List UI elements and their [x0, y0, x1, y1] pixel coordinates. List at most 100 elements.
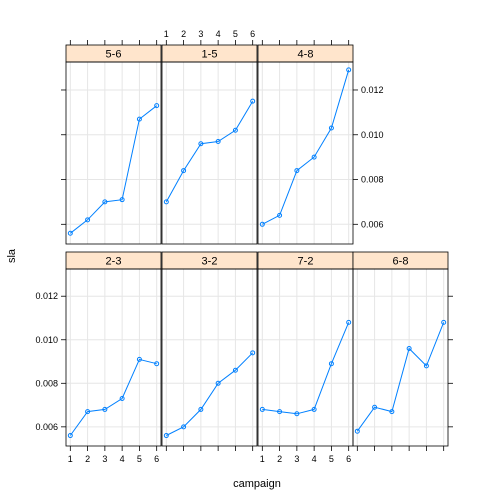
panel-5-6: 5-6	[61, 40, 162, 245]
panel-frame	[352, 268, 449, 447]
x-tick-label: 5	[137, 454, 142, 464]
data-point	[85, 409, 91, 415]
panel-7-2: 7-2 1 2 3 4 5 6	[257, 251, 354, 464]
series-line	[165, 100, 254, 203]
data-point	[250, 98, 256, 104]
x-axis-title: campaign	[233, 478, 281, 490]
panel-4-8: 4-8 0.006 0.008 0.010 0.012	[257, 40, 384, 245]
panel-frame	[257, 61, 354, 245]
data-point	[372, 404, 378, 410]
x-tick-label: 3	[294, 454, 299, 464]
data-point	[85, 217, 91, 223]
data-point	[198, 141, 204, 147]
series-line	[262, 322, 350, 415]
y-tick-label: 0.010	[35, 335, 58, 345]
x-tick-label: 5	[329, 454, 334, 464]
y-tick-label: 0.006	[35, 422, 58, 432]
y-axis-title: sla	[6, 248, 18, 263]
panel-frame	[161, 268, 258, 447]
data-point	[328, 125, 334, 131]
series-line	[166, 352, 254, 436]
data-point	[311, 154, 317, 160]
data-point	[259, 221, 265, 227]
panel-6-8: 6-8	[352, 251, 453, 451]
data-point	[250, 350, 256, 356]
data-point	[232, 127, 238, 133]
y-tick-label: 0.008	[361, 175, 384, 185]
x-tick-label: 2	[277, 454, 282, 464]
series-line	[356, 322, 445, 432]
data-point	[163, 433, 169, 439]
data-point	[406, 345, 412, 351]
series-line	[69, 358, 157, 436]
x-tick-label: 4	[216, 29, 221, 39]
data-point	[354, 428, 360, 434]
x-tick-label: 4	[312, 454, 317, 464]
series-line	[69, 105, 158, 234]
strip-label: 6-8	[393, 256, 409, 268]
panel-2-3: 2-3 1 2 3 4 5 6 0.006 0.008 0.010 0.012	[35, 251, 162, 464]
data-point	[119, 197, 125, 203]
data-point	[198, 406, 204, 412]
x-tick-label: 4	[120, 454, 125, 464]
strip-label: 1-5	[202, 49, 218, 61]
strip-label: 7-2	[298, 256, 314, 268]
data-point	[311, 406, 317, 412]
data-point	[423, 363, 429, 369]
x-tick-label: 2	[85, 454, 90, 464]
data-point	[346, 319, 352, 325]
data-point	[328, 361, 334, 367]
series-line	[262, 69, 350, 225]
y-tick-label: 0.012	[361, 85, 384, 95]
strip-label: 3-2	[202, 256, 218, 268]
data-point	[154, 361, 160, 367]
y-tick-label: 0.006	[361, 219, 384, 229]
x-tick-label: 3	[198, 29, 203, 39]
x-tick-label: 3	[102, 454, 107, 464]
x-tick-label: 1	[164, 29, 169, 39]
data-point	[215, 380, 221, 386]
data-point	[154, 103, 160, 109]
x-tick-label: 5	[233, 29, 238, 39]
x-tick-label: 1	[68, 454, 73, 464]
y-tick-label: 0.012	[35, 291, 58, 301]
x-tick-label: 2	[181, 29, 186, 39]
data-point	[294, 411, 300, 417]
panels-layer: 2-3 1 2 3 4 5 6 0.006 0.008 0.010 0.012 3-2 7-2 1 2 3 4 5…	[35, 29, 453, 464]
data-point	[294, 168, 300, 174]
data-point	[232, 367, 238, 373]
x-tick-label: 1	[260, 454, 265, 464]
panel-frame	[257, 268, 354, 447]
data-point	[181, 424, 187, 430]
y-tick-label: 0.010	[361, 130, 384, 140]
panel-1-5: 1-5 1 2 3 4 5 6	[161, 29, 258, 245]
data-point	[277, 212, 283, 218]
x-tick-label: 6	[154, 454, 159, 464]
data-point	[277, 409, 283, 415]
data-point	[102, 406, 108, 412]
strip-label: 5-6	[106, 49, 122, 61]
y-tick-label: 0.008	[35, 378, 58, 388]
strip-label: 4-8	[298, 49, 314, 61]
data-point	[441, 319, 447, 325]
x-tick-label: 6	[346, 454, 351, 464]
data-point	[259, 406, 265, 412]
data-point	[67, 433, 73, 439]
data-point	[389, 409, 395, 415]
data-point	[163, 199, 169, 205]
data-point	[215, 138, 221, 144]
panel-frame	[65, 268, 162, 447]
data-point	[181, 168, 187, 174]
data-point	[102, 199, 108, 205]
panel-frame	[65, 61, 162, 245]
panel-frame	[161, 61, 258, 245]
strip-label: 2-3	[106, 256, 122, 268]
data-point	[119, 396, 125, 402]
data-point	[136, 356, 142, 362]
x-tick-label: 6	[250, 29, 255, 39]
data-point	[346, 67, 352, 73]
panel-3-2: 3-2	[161, 251, 258, 451]
data-point	[67, 230, 73, 236]
data-point	[136, 116, 142, 122]
